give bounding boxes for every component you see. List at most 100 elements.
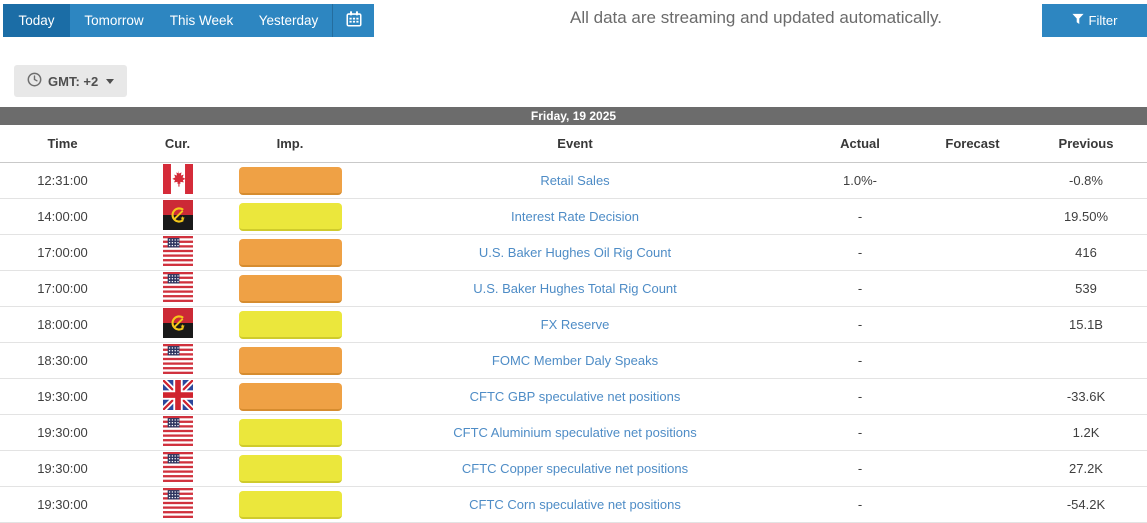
event-row: 12:31:00 Retail Sales 1.0%- -0.8% — [0, 163, 1147, 199]
event-time: 19:30:00 — [37, 425, 88, 440]
currency-cell — [125, 416, 230, 449]
actual-value: - — [857, 245, 863, 260]
importance-bar — [238, 238, 342, 267]
event-time: 18:00:00 — [37, 317, 88, 332]
importance-cell — [230, 238, 350, 267]
col-head-forecast: Forecast — [945, 136, 1000, 151]
event-link[interactable]: FOMC Member Daly Speaks — [491, 353, 659, 368]
currency-cell — [125, 200, 230, 233]
col-head-currency: Cur. — [164, 136, 191, 151]
currency-cell — [125, 452, 230, 485]
importance-cell — [230, 202, 350, 231]
event-row: 17:00:00 U.S. Baker Hughes Total Rig Cou… — [0, 271, 1147, 307]
country-flag-icon-usa — [162, 272, 193, 305]
economic-calendar: Friday, 19 2025 Time Cur. Imp. Event Act… — [0, 107, 1147, 523]
actual-value: - — [857, 497, 863, 512]
event-row: 18:30:00 FOMC Member Daly Speaks - — [0, 343, 1147, 379]
col-head-importance: Imp. — [276, 136, 304, 151]
importance-cell — [230, 274, 350, 303]
date-header: Friday, 19 2025 — [0, 107, 1147, 125]
currency-cell — [125, 236, 230, 269]
event-row: 14:00:00 Interest Rate Decision - 19.50% — [0, 199, 1147, 235]
event-time: 19:30:00 — [37, 461, 88, 476]
importance-bar — [238, 418, 342, 447]
currency-cell — [125, 272, 230, 305]
event-link[interactable]: Retail Sales — [540, 173, 610, 188]
country-flag-icon-usa — [162, 488, 193, 521]
event-cell: Retail Sales — [350, 173, 800, 188]
importance-bar — [238, 490, 342, 519]
importance-bar — [238, 382, 342, 411]
filter-button[interactable]: Filter — [1042, 4, 1147, 37]
actual-value: - — [857, 317, 863, 332]
col-head-time: Time — [47, 136, 78, 151]
event-link[interactable]: U.S. Baker Hughes Oil Rig Count — [478, 245, 672, 260]
streaming-notice: All data are streaming and updated autom… — [570, 8, 943, 27]
previous-value: -54.2K — [1066, 497, 1106, 512]
event-link[interactable]: CFTC Corn speculative net positions — [469, 497, 681, 512]
importance-bar — [238, 274, 342, 303]
previous-value: 539 — [1075, 281, 1097, 296]
event-row: 19:30:00 CFTC Copper speculative net pos… — [0, 451, 1147, 487]
event-cell: FOMC Member Daly Speaks — [350, 353, 800, 368]
country-flag-icon-usa — [162, 344, 193, 377]
event-time: 12:31:00 — [37, 173, 88, 188]
actual-value: - — [857, 209, 863, 224]
importance-cell — [230, 490, 350, 519]
event-cell: U.S. Baker Hughes Oil Rig Count — [350, 245, 800, 260]
event-time: 17:00:00 — [37, 281, 88, 296]
event-cell: CFTC GBP speculative net positions — [350, 389, 800, 404]
actual-value: - — [857, 425, 863, 440]
event-row: 19:30:00 CFTC Aluminium speculative net … — [0, 415, 1147, 451]
event-link[interactable]: CFTC GBP speculative net positions — [469, 389, 681, 404]
importance-cell — [230, 418, 350, 447]
actual-value: - — [857, 281, 863, 296]
event-link[interactable]: FX Reserve — [540, 317, 610, 332]
tab-today[interactable]: Today — [3, 4, 70, 37]
previous-value: 19.50% — [1063, 209, 1109, 224]
importance-bar — [238, 310, 342, 339]
event-time: 19:30:00 — [37, 497, 88, 512]
filter-funnel-icon — [1071, 13, 1084, 28]
event-row: 18:00:00 FX Reserve - 15.1B — [0, 307, 1147, 343]
country-flag-icon-usa — [162, 452, 193, 485]
clock-icon — [27, 72, 42, 90]
currency-cell — [125, 344, 230, 377]
currency-cell — [125, 378, 230, 413]
event-link[interactable]: U.S. Baker Hughes Total Rig Count — [473, 281, 677, 296]
country-flag-icon-angola — [162, 308, 193, 341]
event-time: 19:30:00 — [37, 389, 88, 404]
event-cell: CFTC Copper speculative net positions — [350, 461, 800, 476]
event-time: 18:30:00 — [37, 353, 88, 368]
column-header-row: Time Cur. Imp. Event Actual Forecast Pre… — [0, 125, 1147, 163]
importance-bar — [238, 202, 342, 231]
event-link[interactable]: Interest Rate Decision — [511, 209, 639, 224]
event-time: 17:00:00 — [37, 245, 88, 260]
event-link[interactable]: CFTC Copper speculative net positions — [461, 461, 689, 476]
event-row: 19:30:00 CFTC GBP speculative net positi… — [0, 378, 1147, 415]
event-link[interactable]: CFTC Aluminium speculative net positions — [453, 425, 697, 440]
filter-button-label: Filter — [1088, 13, 1118, 28]
tab-pick-date[interactable] — [332, 4, 374, 37]
currency-cell — [125, 488, 230, 521]
actual-value: - — [857, 461, 863, 476]
event-row: 19:30:00 CFTC Corn speculative net posit… — [0, 487, 1147, 523]
event-cell: CFTC Corn speculative net positions — [350, 497, 800, 512]
importance-bar — [238, 166, 342, 195]
importance-cell — [230, 166, 350, 195]
event-rows: 12:31:00 Retail Sales 1.0%- -0.8% 14:00:… — [0, 163, 1147, 523]
importance-bar — [238, 454, 342, 483]
tab-yesterday[interactable]: Yesterday — [258, 13, 319, 28]
importance-cell — [230, 346, 350, 375]
currency-cell — [125, 164, 230, 197]
col-head-actual: Actual — [840, 136, 880, 151]
country-flag-icon-uk — [160, 378, 195, 413]
event-cell: Interest Rate Decision — [350, 209, 800, 224]
previous-value: 416 — [1075, 245, 1097, 260]
tab-this-week[interactable]: This Week — [169, 13, 234, 28]
importance-cell — [230, 454, 350, 483]
event-time: 14:00:00 — [37, 209, 88, 224]
gmt-offset-selector[interactable]: GMT: +2 — [14, 65, 128, 97]
previous-value: -0.8% — [1069, 173, 1103, 188]
tab-tomorrow[interactable]: Tomorrow — [84, 13, 144, 28]
